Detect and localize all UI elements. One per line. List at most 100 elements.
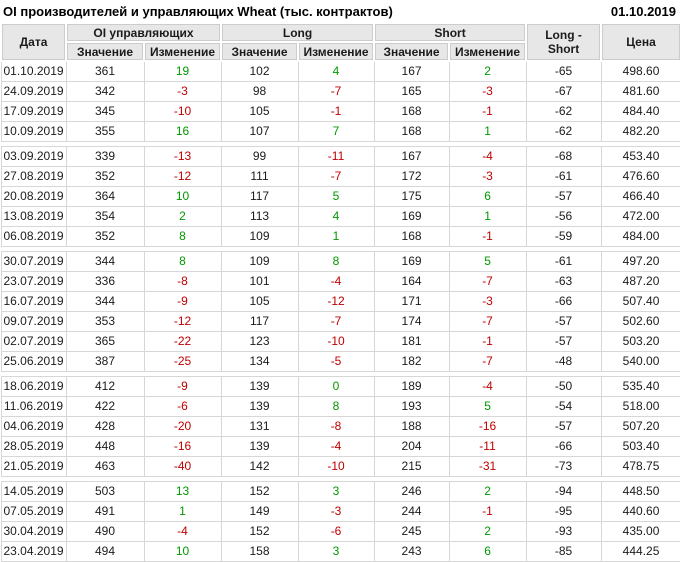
cell-short-change: 1	[448, 121, 527, 142]
cell-price: 502.60	[600, 311, 680, 332]
cell-short-change: 6	[448, 186, 527, 207]
cell-price: 503.20	[600, 331, 680, 352]
table-row: 25.06.2019 387 -25 134 -5 182 -7 -48 540.00	[0, 351, 680, 372]
cell-date: 11.06.2019	[0, 396, 67, 417]
cell-long-change: 4	[297, 206, 375, 227]
cell-long-value: 101	[220, 271, 299, 292]
cell-long-short: -66	[525, 436, 602, 457]
cell-short-value: 243	[373, 541, 450, 562]
cell-long-value: 152	[220, 481, 299, 502]
cell-price: 487.20	[600, 271, 680, 292]
cell-price: 453.40	[600, 146, 680, 167]
cell-short-change: -1	[448, 226, 527, 247]
cell-date: 09.07.2019	[0, 311, 67, 332]
table-row: 20.08.2019 364 10 117 5 175 6 -57 466.40	[0, 186, 680, 207]
cell-price: 466.40	[600, 186, 680, 207]
col-subheader-long-change: Изменение	[297, 41, 376, 62]
cell-oi-change: -40	[143, 456, 222, 477]
cell-long-value: 117	[220, 311, 299, 332]
cell-oi-value: 345	[65, 101, 145, 122]
table-row: 09.07.2019 353 -12 117 -7 174 -7 -57 502.60	[0, 311, 680, 332]
cell-long-value: 117	[220, 186, 299, 207]
cell-oi-change: -4	[143, 521, 222, 542]
cell-oi-value: 342	[65, 81, 145, 102]
cell-oi-value: 336	[65, 271, 145, 292]
cell-long-change: 1	[297, 226, 375, 247]
cell-oi-change: -9	[143, 291, 222, 312]
col-header-long-group: Long	[220, 22, 376, 43]
cell-long-short: -73	[525, 456, 602, 477]
cell-long-value: 152	[220, 521, 299, 542]
cell-oi-change: -6	[143, 396, 222, 417]
report-title: OI производителей и управляющих Wheat (т…	[3, 3, 393, 19]
cell-long-short: -93	[525, 521, 602, 542]
cell-oi-change: 2	[143, 206, 222, 227]
col-header-short-group: Short	[373, 22, 528, 43]
cell-short-value: 181	[373, 331, 450, 352]
cell-long-short: -67	[525, 81, 602, 102]
cell-oi-value: 364	[65, 186, 145, 207]
cell-short-value: 174	[373, 311, 450, 332]
cell-long-change: -5	[297, 351, 375, 372]
cell-long-change: 4	[297, 60, 375, 82]
cell-short-change: -3	[448, 166, 527, 187]
cell-long-value: 105	[220, 101, 299, 122]
table-row: 07.05.2019 491 1 149 -3 244 -1 -95 440.60	[0, 501, 680, 522]
cell-short-value: 169	[373, 251, 450, 272]
cell-oi-value: 355	[65, 121, 145, 142]
cell-oi-change: -20	[143, 416, 222, 437]
cell-oi-change: -25	[143, 351, 222, 372]
cell-short-value: 244	[373, 501, 450, 522]
cell-long-value: 109	[220, 226, 299, 247]
cell-long-short: -48	[525, 351, 602, 372]
table-row: 13.08.2019 354 2 113 4 169 1 -56 472.00	[0, 206, 680, 227]
cell-oi-value: 339	[65, 146, 145, 167]
group-separator-cell	[1, 371, 680, 377]
cell-date: 16.07.2019	[0, 291, 67, 312]
table-row: 04.06.2019 428 -20 131 -8 188 -16 -57 507.20	[0, 416, 680, 437]
col-header-long-short: Long - Short	[525, 22, 603, 62]
cell-short-value: 246	[373, 481, 450, 502]
cell-long-short: -68	[525, 146, 602, 167]
cell-oi-value: 490	[65, 521, 145, 542]
cell-long-change: 0	[297, 376, 375, 397]
cell-long-short: -94	[525, 481, 602, 502]
cell-short-value: 171	[373, 291, 450, 312]
table-row: 17.09.2019 345 -10 105 -1 168 -1 -62 484.40	[0, 101, 680, 122]
cell-price: 484.00	[600, 226, 680, 247]
cell-date: 02.07.2019	[0, 331, 67, 352]
cell-price: 484.40	[600, 101, 680, 122]
cell-price: 448.50	[600, 481, 680, 502]
cell-short-value: 167	[373, 146, 450, 167]
cell-price: 498.60	[600, 60, 680, 82]
cell-oi-value: 428	[65, 416, 145, 437]
cell-short-value: 165	[373, 81, 450, 102]
cell-date: 20.08.2019	[0, 186, 67, 207]
cell-short-change: -7	[448, 311, 527, 332]
cell-oi-value: 387	[65, 351, 145, 372]
cell-price: 476.60	[600, 166, 680, 187]
report-date: 01.10.2019	[610, 3, 676, 19]
group-separator-cell	[1, 141, 680, 147]
cell-short-change: 5	[448, 396, 527, 417]
cell-long-short: -62	[525, 121, 602, 142]
cell-oi-change: 10	[143, 186, 222, 207]
oi-table: Дата OI управляющих Long Short Long - Sh…	[0, 22, 680, 562]
cell-short-value: 172	[373, 166, 450, 187]
cell-oi-value: 352	[65, 166, 145, 187]
cell-long-value: 139	[220, 376, 299, 397]
cell-date: 27.08.2019	[0, 166, 67, 187]
cell-oi-value: 365	[65, 331, 145, 352]
cell-price: 444.25	[600, 541, 680, 562]
cell-oi-value: 494	[65, 541, 145, 562]
table-row: 02.07.2019 365 -22 123 -10 181 -1 -57 503.20	[0, 331, 680, 352]
cell-long-short: -57	[525, 331, 602, 352]
cell-date: 18.06.2019	[0, 376, 67, 397]
cell-long-short: -66	[525, 291, 602, 312]
group-separator-cell	[1, 246, 680, 252]
cell-long-value: 107	[220, 121, 299, 142]
cell-long-value: 102	[220, 60, 299, 82]
cell-short-change: -3	[448, 291, 527, 312]
cell-long-change: -7	[297, 166, 375, 187]
cell-date: 13.08.2019	[0, 206, 67, 227]
